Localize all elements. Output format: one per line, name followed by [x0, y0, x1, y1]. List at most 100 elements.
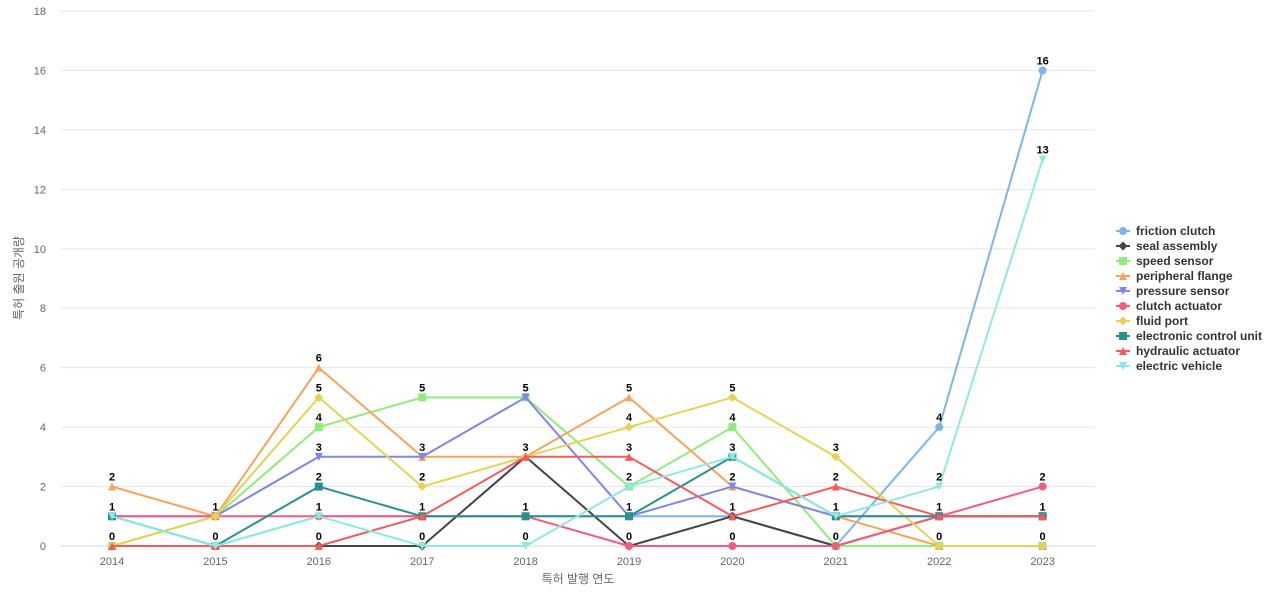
data-point	[314, 392, 324, 402]
data-label: 13	[1036, 145, 1048, 157]
y-tick-label: 2	[40, 482, 46, 494]
data-point	[314, 423, 323, 432]
y-tick-label: 14	[34, 125, 46, 137]
y-tick-label: 18	[34, 6, 46, 18]
legend-item[interactable]: fluid port	[1116, 314, 1188, 328]
x-tick-label: 2020	[720, 556, 744, 568]
legend-item[interactable]: peripheral flange	[1116, 269, 1233, 283]
legend-item[interactable]: clutch actuator	[1116, 299, 1222, 313]
data-point	[625, 542, 633, 550]
data-label: 4	[316, 412, 323, 424]
data-label: 0	[1040, 531, 1046, 543]
series-line	[111, 158, 1044, 547]
data-point	[314, 363, 323, 372]
data-point	[521, 542, 530, 550]
data-label: 1	[419, 501, 425, 513]
data-point	[831, 452, 841, 462]
data-point	[211, 542, 220, 550]
legend-label: fluid port	[1136, 314, 1188, 328]
x-axis-ticks: 2014 2015 2016 2017 2018 2019 2020 2021 2022 2023	[100, 556, 1055, 568]
data-label: 5	[523, 382, 529, 394]
data-label: 2	[729, 472, 735, 484]
series-line	[111, 396, 1044, 547]
x-tick-label: 2016	[307, 556, 331, 568]
data-label: 1	[316, 501, 322, 513]
x-axis-title: 특허 발행 연도	[542, 571, 615, 586]
legend-item[interactable]: electronic control unit	[1116, 329, 1262, 343]
data-label: 16	[1036, 55, 1048, 67]
data-point	[831, 512, 840, 521]
data-label: 3	[626, 442, 632, 454]
data-point	[1119, 302, 1127, 310]
legend-label: electric vehicle	[1136, 359, 1222, 373]
data-point	[417, 482, 427, 492]
data-point	[108, 512, 116, 521]
legend-item[interactable]: pressure sensor	[1116, 284, 1230, 298]
legend-label: hydraulic actuator	[1136, 344, 1240, 358]
y-axis-ticks: 0 2 4 6 8 10 12 14 16 18	[34, 6, 46, 553]
data-point	[1038, 155, 1047, 164]
data-point	[108, 542, 116, 550]
data-point	[210, 511, 220, 521]
data-point	[1119, 257, 1127, 265]
data-point	[1119, 362, 1127, 370]
data-point	[418, 393, 427, 402]
data-point	[1119, 227, 1127, 235]
data-label: 2	[419, 472, 425, 484]
y-tick-label: 8	[40, 303, 46, 315]
data-point	[935, 423, 944, 432]
series-electric-vehicle	[108, 155, 1047, 550]
legend-label: seal assembly	[1136, 239, 1218, 253]
data-label: 0	[419, 531, 425, 543]
data-label: 0	[316, 531, 322, 543]
data-label: 1	[1040, 501, 1046, 513]
data-label: 1	[729, 501, 735, 513]
data-point	[728, 482, 737, 491]
y-tick-label: 10	[34, 244, 46, 256]
legend-label: electronic control unit	[1136, 329, 1262, 343]
data-point	[728, 512, 737, 521]
data-label: 3	[419, 442, 425, 454]
x-tick-label: 2017	[410, 556, 434, 568]
data-point	[625, 482, 633, 491]
data-label: 0	[523, 531, 529, 543]
data-point	[625, 452, 633, 461]
data-point	[521, 512, 530, 521]
data-label: 1	[212, 501, 218, 513]
y-tick-label: 16	[34, 65, 46, 77]
legend-item[interactable]: seal assembly	[1116, 239, 1218, 253]
legend-label: clutch actuator	[1136, 299, 1222, 313]
data-point	[728, 542, 737, 550]
data-label: 0	[729, 531, 735, 543]
data-point	[1118, 241, 1128, 251]
data-point	[314, 452, 323, 461]
data-label: 5	[626, 382, 632, 394]
data-label: 1	[626, 501, 632, 513]
data-label: 3	[316, 442, 322, 454]
data-point	[728, 423, 737, 432]
data-point	[521, 452, 530, 461]
x-tick-label: 2015	[203, 556, 227, 568]
y-tick-label: 6	[40, 363, 46, 375]
legend-item[interactable]: friction clutch	[1116, 224, 1215, 238]
data-label: 3	[833, 442, 839, 454]
data-label: 0	[626, 531, 632, 543]
data-label: 3	[523, 442, 529, 454]
y-tick-label: 12	[34, 184, 46, 196]
x-tick-label: 2014	[100, 556, 124, 568]
legend-label: friction clutch	[1136, 224, 1215, 238]
data-point	[625, 512, 633, 521]
y-axis-title: 특허 출원 공개량	[12, 236, 26, 320]
series-line	[111, 396, 1044, 547]
data-label: 2	[936, 472, 942, 484]
series-group	[107, 66, 1048, 551]
legend-label: pressure sensor	[1136, 284, 1230, 298]
y-tick-label: 4	[40, 422, 46, 434]
legend-item[interactable]: speed sensor	[1116, 254, 1214, 268]
legend-item[interactable]: electric vehicle	[1116, 359, 1222, 373]
legend-item[interactable]: hydraulic actuator	[1116, 344, 1240, 358]
x-tick-label: 2023	[1030, 556, 1054, 568]
data-labels: 2 1 0 1 0 6 5 4 3 2 1 0 5 3 2 1 0 5 3 1 0 5 4 3 2 1 0 5 4 3 2 1 0 3 2 1 0 4 2 1…	[109, 55, 1049, 543]
